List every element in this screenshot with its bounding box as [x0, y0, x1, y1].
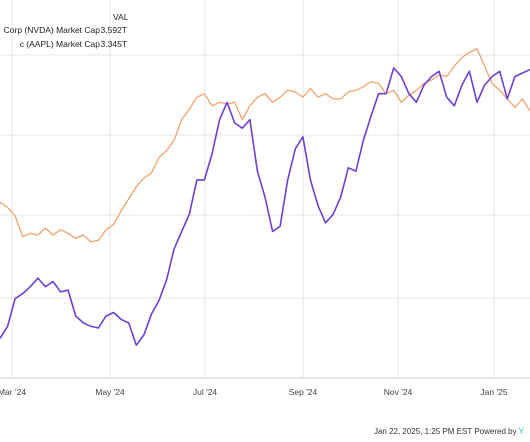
legend-value-aapl: 3.345T: [100, 39, 127, 49]
legend-value-nvda: 3.592T: [100, 25, 127, 35]
legend-header: VAL: [113, 12, 129, 22]
series-line-nvda: [0, 67, 530, 347]
x-tick-label-3: Sep '24: [289, 387, 318, 397]
series-layer: [0, 48, 530, 347]
x-tick-label-5: Jan '25: [480, 387, 507, 397]
legend-name-aapl: c (AAPL) Market Cap: [19, 39, 100, 49]
legend: VAL Corp (NVDA) Market Cap 3.592T c (AAP…: [0, 0, 140, 54]
legend-name-nvda: Corp (NVDA) Market Cap: [3, 25, 100, 35]
footer-timestamp: Jan 22, 2025, 1:25 PM EST: [373, 427, 473, 436]
ycharts-logo-icon: Y: [518, 427, 524, 436]
x-tick-label-1: May '24: [95, 387, 125, 397]
x-tick-label-0: Mar '24: [0, 387, 26, 397]
footer-powered-by: Powered by: [474, 427, 517, 436]
grid: [0, 0, 530, 379]
footer: Jan 22, 2025, 1:25 PM EST Powered by Y: [374, 427, 524, 436]
x-tick-label-4: Nov '24: [384, 387, 413, 397]
legend-row-nvda: Corp (NVDA) Market Cap 3.592T: [0, 25, 130, 36]
x-axis: Mar '24 May '24 Jul '24 Sep '24 Nov '24 Jan '…: [0, 387, 508, 397]
series-line-aapl: [0, 48, 530, 243]
x-tick-label-2: Jul '24: [193, 387, 218, 397]
legend-row-aapl: c (AAPL) Market Cap 3.345T: [0, 39, 130, 50]
